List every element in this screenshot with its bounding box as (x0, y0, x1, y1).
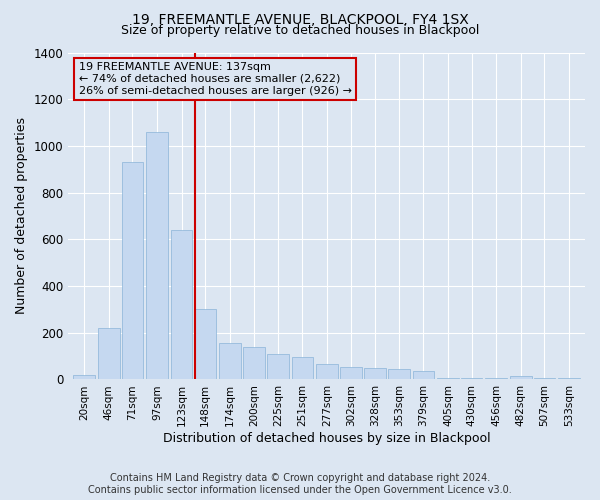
Bar (267, 354, 289, 380)
Bar (413, 372, 434, 380)
Bar (194, 310, 216, 380)
Bar (461, 378, 482, 380)
Bar (316, 364, 338, 380)
Text: 19, FREEMANTLE AVENUE, BLACKPOOL, FY4 1SX: 19, FREEMANTLE AVENUE, BLACKPOOL, FY4 1S… (131, 12, 469, 26)
Bar (364, 368, 386, 380)
Bar (219, 344, 241, 380)
Bar (340, 366, 362, 380)
Bar (146, 132, 168, 380)
Bar (244, 347, 265, 380)
Bar (533, 378, 555, 380)
Bar (510, 376, 532, 380)
Bar (388, 369, 410, 380)
Bar (437, 378, 459, 380)
Bar (122, 162, 143, 380)
Bar (98, 328, 119, 380)
Text: Contains HM Land Registry data © Crown copyright and database right 2024.
Contai: Contains HM Land Registry data © Crown c… (88, 474, 512, 495)
Bar (170, 230, 193, 380)
Bar (485, 378, 507, 380)
Bar (73, 375, 95, 380)
Text: Size of property relative to detached houses in Blackpool: Size of property relative to detached ho… (121, 24, 479, 37)
Y-axis label: Number of detached properties: Number of detached properties (15, 118, 28, 314)
Text: 19 FREEMANTLE AVENUE: 137sqm
← 74% of detached houses are smaller (2,622)
26% of: 19 FREEMANTLE AVENUE: 137sqm ← 74% of de… (79, 62, 352, 96)
Bar (292, 358, 313, 380)
Bar (558, 378, 580, 380)
X-axis label: Distribution of detached houses by size in Blackpool: Distribution of detached houses by size … (163, 432, 490, 445)
